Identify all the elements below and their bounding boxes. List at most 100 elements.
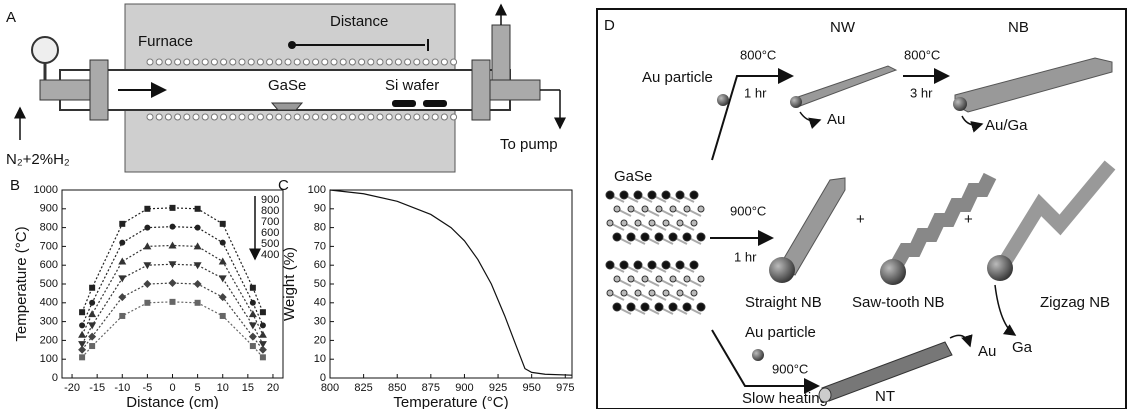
marker [219, 220, 226, 227]
coil [238, 58, 246, 66]
coil [302, 113, 310, 121]
marker [219, 239, 226, 246]
x-tick-label: 0 [169, 382, 175, 394]
y-tick-label: 0 [320, 372, 326, 384]
marker [144, 205, 151, 212]
x-tick-label: -20 [64, 382, 80, 394]
coil [431, 58, 439, 66]
atom [648, 219, 656, 227]
coil [321, 58, 329, 66]
coil [394, 113, 402, 121]
atom [634, 219, 642, 227]
atom [612, 232, 622, 242]
y-tick-label: 900 [40, 203, 58, 215]
series-line [81, 226, 264, 326]
arrow [799, 111, 822, 130]
coil [229, 113, 237, 121]
coil [164, 113, 172, 121]
series-line [81, 282, 264, 351]
atom [627, 205, 635, 213]
coil [146, 58, 154, 66]
y-tick-label: 30 [314, 316, 326, 328]
legend-label: 600 [261, 227, 279, 239]
marker [169, 204, 176, 211]
atom [676, 219, 684, 227]
au-tip [790, 96, 802, 108]
label: 1 hr [744, 85, 767, 100]
y-tick-label: 50 [314, 278, 326, 290]
marker [193, 242, 202, 250]
label: 800°C [904, 47, 940, 62]
atom [655, 275, 663, 283]
atom [683, 205, 691, 213]
au-tip [953, 97, 967, 111]
au-particle [769, 257, 795, 283]
y-tick-label: 60 [314, 259, 326, 271]
label: 900°C [730, 203, 766, 218]
coil [422, 113, 430, 121]
x-tick-label: 5 [195, 382, 201, 394]
legend-label: 700 [261, 216, 279, 228]
coil [201, 58, 209, 66]
marker [119, 239, 126, 246]
marker [89, 343, 96, 350]
label: Zigzag NB [1040, 294, 1110, 311]
coil [164, 58, 172, 66]
coil [376, 58, 384, 66]
y-tick-label: 500 [40, 278, 58, 290]
flange [89, 59, 109, 121]
atom [668, 232, 678, 242]
marker [78, 341, 87, 349]
atom [654, 302, 664, 312]
coil [266, 58, 274, 66]
wafer [392, 100, 416, 107]
marker [194, 299, 201, 306]
marker [89, 284, 96, 291]
inlet [39, 79, 91, 101]
furnace-label: Furnace [138, 33, 193, 50]
marker [258, 345, 267, 354]
marker [88, 332, 97, 341]
label: Ga [1012, 339, 1033, 356]
x-tick-label: 850 [388, 382, 406, 394]
atom [640, 232, 650, 242]
marker [143, 262, 152, 270]
coil [358, 58, 366, 66]
distance-label: Distance [330, 13, 388, 30]
coil [385, 113, 393, 121]
gase-boat [270, 102, 304, 111]
atom [620, 219, 628, 227]
label: GaSe [614, 168, 652, 185]
marker [118, 257, 127, 265]
label: NB [1008, 19, 1029, 36]
tube-end [818, 387, 832, 403]
coil [450, 58, 458, 66]
label: 1 hr [734, 249, 757, 264]
label: 900°C [772, 361, 808, 376]
marker [249, 343, 256, 350]
marker [259, 309, 266, 316]
coil [385, 58, 393, 66]
coil [155, 113, 163, 121]
y-tick-label: 100 [40, 353, 58, 365]
panel-d: D GaSe Au particle 800°C 1 hr NW Au 800°… [596, 8, 1127, 409]
zigzag-nb [997, 160, 1116, 269]
atom [620, 289, 628, 297]
atom [697, 275, 705, 283]
coil [238, 113, 246, 121]
panel-letter: A [6, 9, 16, 26]
y-tick-label: 80 [314, 222, 326, 234]
series-line [329, 189, 573, 376]
legend-label: 800 [261, 205, 279, 217]
atom [613, 205, 621, 213]
x-tick-label: 825 [354, 382, 372, 394]
atom [690, 289, 698, 297]
series-line [81, 263, 264, 345]
coil [358, 113, 366, 121]
coil [174, 58, 182, 66]
arrow [949, 334, 973, 348]
marker [79, 309, 86, 316]
x-tick-label: 875 [422, 382, 440, 394]
atom [633, 190, 643, 200]
atom [682, 232, 692, 242]
